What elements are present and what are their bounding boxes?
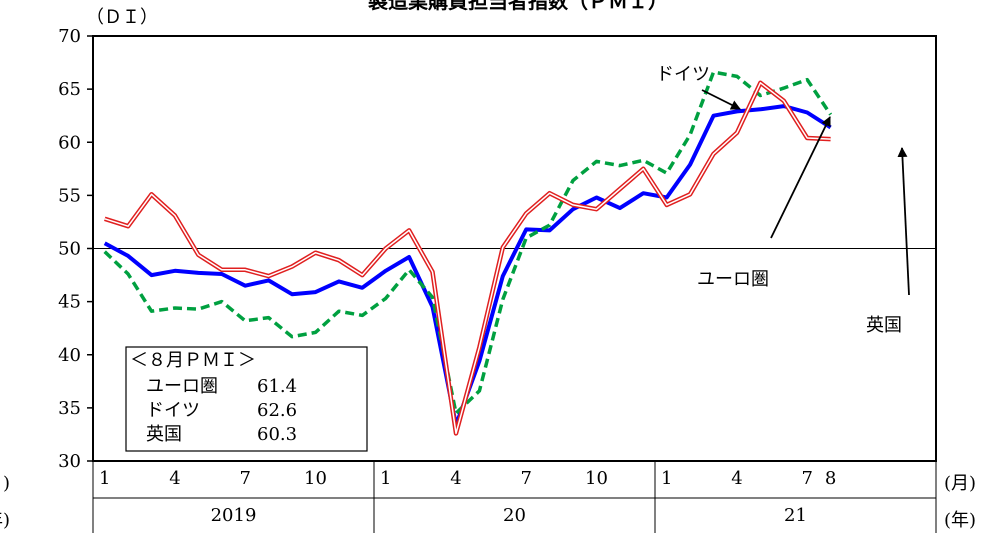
info-box-value-eurozone: 61.4	[257, 376, 297, 397]
arrow-uk	[897, 147, 910, 296]
y-tick-label: 70	[58, 26, 81, 47]
x-axis-month-unit: (月)	[944, 473, 976, 494]
y-tick-label: 30	[58, 451, 81, 472]
series-layer	[103, 70, 833, 436]
info-box-title: ＜８月ＰＭＩ＞	[130, 350, 256, 371]
x-month-label: 4	[450, 468, 461, 489]
x-year-label: 21	[784, 505, 807, 526]
y-tick-label: 60	[58, 132, 81, 153]
x-month-label: 8	[825, 468, 836, 489]
annotation-uk: 英国	[866, 315, 902, 336]
y-axis-unit-label: （ＤＩ）	[86, 7, 158, 28]
x-month-label: 1	[99, 468, 110, 489]
info-box-value-uk: 60.3	[257, 424, 297, 445]
x-month-label: 10	[585, 468, 608, 489]
y-tick-label: 50	[58, 239, 81, 260]
y-tick-label: 45	[58, 292, 81, 313]
y-tick-label: 35	[58, 398, 81, 419]
x-axis-month-unit-left-fragment: (月)	[0, 473, 10, 494]
x-month-label: 1	[380, 468, 391, 489]
y-axis: 30 35 40 45 50 55 60 65 70	[58, 26, 93, 472]
y-tick-label: 55	[58, 185, 81, 206]
x-month-label: 7	[239, 468, 250, 489]
annotation-germany: ドイツ	[656, 64, 710, 85]
x-month-label: 1	[661, 468, 672, 489]
x-month-label: 4	[731, 468, 742, 489]
info-box-label-uk: 英国	[146, 424, 182, 445]
x-year-label: 20	[503, 505, 526, 526]
series-uk-line-inner	[104, 82, 831, 435]
info-box-frame	[125, 346, 368, 452]
x-month-label: 7	[801, 468, 812, 489]
y-tick-label: 65	[58, 79, 81, 100]
info-box: ＜８月ＰＭＩ＞ ユーロ圏 61.4 ドイツ 62.6 英国 60.3	[125, 346, 368, 452]
annotation-eurozone: ユーロ圏	[697, 269, 769, 290]
x-axis-year-unit: (年)	[944, 510, 976, 531]
info-box-label-eurozone: ユーロ圏	[146, 376, 218, 397]
x-axis-year-unit-left-fragment: (年)	[0, 510, 10, 531]
x-month-label: 4	[169, 468, 180, 489]
x-month-label: 10	[304, 468, 327, 489]
arrow-germany	[701, 89, 741, 110]
info-box-value-germany: 62.6	[257, 400, 297, 421]
x-month-label: 7	[520, 468, 531, 489]
y-tick-label: 40	[58, 345, 81, 366]
chart-title: 製造業購買担当者指数（ＰＭＩ）	[368, 0, 668, 13]
arrow-eurozone	[770, 116, 831, 239]
series-germany-line	[103, 70, 833, 415]
info-box-label-germany: ドイツ	[146, 400, 200, 421]
x-year-label: 2019	[211, 505, 257, 526]
